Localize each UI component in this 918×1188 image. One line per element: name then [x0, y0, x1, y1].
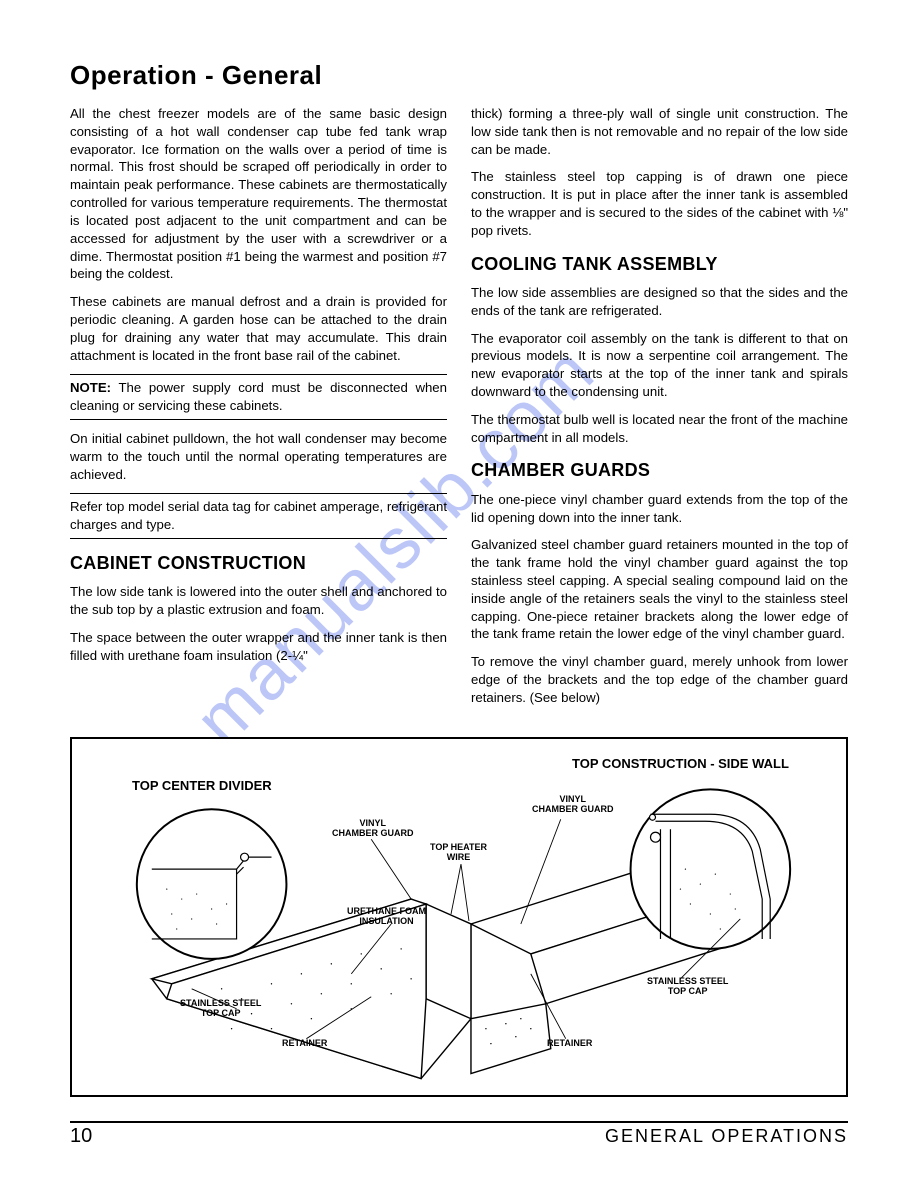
reference-block: Refer top model serial data tag for cabi…	[70, 493, 447, 539]
page-title: Operation - General	[70, 60, 848, 91]
note-label: NOTE:	[70, 380, 111, 395]
body-paragraph: All the chest freezer models are of the …	[70, 105, 447, 283]
body-paragraph: The stainless steel top capping is of dr…	[471, 168, 848, 239]
body-paragraph: The low side tank is lowered into the ou…	[70, 583, 447, 619]
section-heading-chamber: CHAMBER GUARDS	[471, 458, 848, 482]
body-paragraph: On initial cabinet pulldown, the hot wal…	[70, 430, 447, 483]
diagram-title-right: TOP CONSTRUCTION - SIDE WALL	[572, 757, 789, 771]
label-retainer-left: RETAINER	[282, 1039, 327, 1049]
body-paragraph: These cabinets are manual defrost and a …	[70, 293, 447, 364]
label-retainer-right: RETAINER	[547, 1039, 592, 1049]
label-urethane: URETHANE FOAM INSULATION	[347, 907, 426, 927]
body-paragraph: The thermostat bulb well is located near…	[471, 411, 848, 447]
body-paragraph: The evaporator coil assembly on the tank…	[471, 330, 848, 401]
page-footer: 10 GENERAL OPERATIONS	[70, 1121, 848, 1148]
body-paragraph: Galvanized steel chamber guard retainers…	[471, 536, 848, 643]
label-top-heater: TOP HEATER WIRE	[430, 843, 487, 863]
note-text: The power supply cord must be disconnect…	[70, 380, 447, 413]
label-ss-topcap-left: STAINLESS STEEL TOP CAP	[180, 999, 261, 1019]
text-columns: All the chest freezer models are of the …	[70, 105, 848, 717]
label-ss-topcap-right: STAINLESS STEEL TOP CAP	[647, 977, 728, 997]
right-column: thick) forming a three-ply wall of singl…	[471, 105, 848, 717]
label-vinyl-guard-right: VINYL CHAMBER GUARD	[532, 795, 614, 815]
section-heading-cooling: COOLING TANK ASSEMBLY	[471, 252, 848, 276]
body-paragraph: thick) forming a three-ply wall of singl…	[471, 105, 848, 158]
label-vinyl-guard-left: VINYL CHAMBER GUARD	[332, 819, 414, 839]
construction-diagram: TOP CENTER DIVIDER TOP CONSTRUCTION - SI…	[70, 737, 848, 1097]
left-column: All the chest freezer models are of the …	[70, 105, 447, 717]
section-heading-cabinet: CABINET CONSTRUCTION	[70, 551, 447, 575]
body-paragraph: The one-piece vinyl chamber guard extend…	[471, 491, 848, 527]
page-number: 10	[70, 1125, 92, 1148]
body-paragraph: To remove the vinyl chamber guard, merel…	[471, 653, 848, 706]
body-paragraph: The space between the outer wrapper and …	[70, 629, 447, 665]
page-content: Operation - General All the chest freeze…	[70, 60, 848, 1097]
footer-section: GENERAL OPERATIONS	[605, 1126, 848, 1147]
diagram-title-left: TOP CENTER DIVIDER	[132, 779, 272, 793]
note-block: NOTE: The power supply cord must be disc…	[70, 374, 447, 420]
body-paragraph: The low side assemblies are designed so …	[471, 284, 848, 320]
reference-text: Refer top model serial data tag for cabi…	[70, 499, 447, 532]
